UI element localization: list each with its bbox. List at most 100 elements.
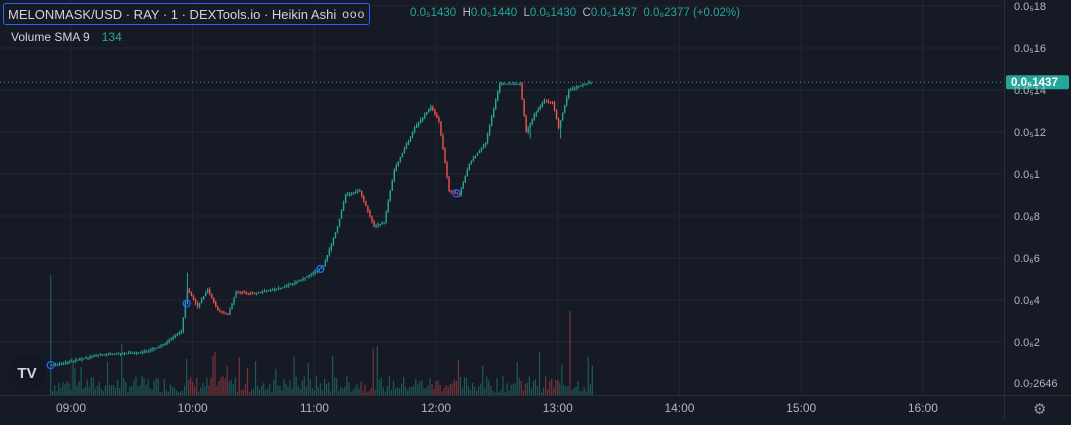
candle-body [95, 355, 97, 357]
candle-body [233, 297, 235, 304]
candle-body [105, 354, 107, 356]
volume-bar [206, 377, 208, 395]
symbol-legend[interactable]: MELONMASK/USD · RAY · 1 · DEXTools.io · … [3, 3, 371, 25]
volume-bar [376, 346, 378, 395]
candle-body [468, 163, 471, 170]
volume-bar [567, 386, 569, 395]
ohlc-readout: 0.0₅1430 H0.0₅1440 L0.0₅1430 C0.0₅1437 0… [410, 7, 740, 19]
candle-body [568, 90, 570, 98]
volume-label[interactable]: Volume SMA 9 [11, 30, 90, 44]
volume-bar [228, 381, 230, 395]
candle-body [138, 352, 140, 354]
volume-bar [62, 381, 64, 395]
candle-body [273, 289, 276, 291]
volume-bar [394, 388, 397, 395]
candle-body [282, 287, 284, 289]
volume-bar [129, 386, 131, 395]
symbol-title[interactable]: MELONMASK/USD · RAY · 1 · DEXTools.io · … [8, 6, 337, 22]
logo-text: TV [17, 364, 37, 382]
candle-body [432, 106, 434, 111]
x-tick-label: 13:00 [543, 401, 573, 415]
tradingview-logo[interactable]: TV [8, 354, 46, 392]
more-options-icon[interactable]: ooo [342, 7, 366, 21]
candle-body [75, 360, 77, 362]
volume-bar [153, 380, 155, 395]
candle-body [115, 353, 118, 355]
volume-bar [540, 392, 543, 395]
candle-body [198, 302, 201, 307]
y-tick-label: 0.0₇2646 [1014, 378, 1058, 390]
volume-bar [500, 389, 502, 395]
volume-bar [295, 376, 297, 395]
event-marker [46, 360, 55, 370]
volume-bar [86, 379, 88, 395]
candle-body [523, 99, 525, 116]
candle-body [570, 89, 572, 91]
volume-bar [429, 378, 431, 395]
volume-bar [117, 380, 119, 395]
volume-bar [411, 387, 413, 395]
volume-bar [532, 381, 535, 395]
volume-bar [346, 376, 348, 395]
volume-legend[interactable]: Volume SMA 9 134 [11, 30, 122, 44]
volume-bar [275, 368, 277, 395]
candle-body [178, 332, 180, 335]
candle-body [580, 85, 582, 87]
volume-bar [242, 389, 244, 395]
candle-body [397, 161, 400, 166]
gear-icon[interactable]: ⚙ [1033, 401, 1047, 418]
volume-bar [555, 379, 557, 395]
candle-body [296, 281, 298, 283]
volume-bar [413, 385, 415, 395]
candle-body [359, 190, 361, 192]
candle-body [267, 290, 270, 292]
candle-body [245, 292, 247, 294]
y-tick-label: 0.0₅16 [1014, 43, 1046, 55]
volume-bar [380, 377, 382, 395]
volume-bar [451, 383, 453, 395]
candle-body [474, 155, 477, 159]
candle-body [559, 120, 562, 128]
candle-body [484, 142, 487, 146]
volume-bar [285, 383, 287, 395]
volume-bar [102, 391, 105, 395]
candle-body [320, 267, 322, 269]
candle-body [69, 361, 71, 363]
volume-bar [528, 376, 530, 395]
volume-bar [425, 388, 427, 395]
candle-body [148, 349, 150, 351]
ohlc-high: 0.0₅1440 [470, 7, 518, 19]
candle-body [369, 211, 371, 217]
candle-body [515, 83, 517, 85]
volume-bar [190, 376, 192, 395]
volume-bar [514, 383, 516, 395]
volume-bar [585, 391, 587, 395]
volume-bar [56, 391, 58, 395]
volume-bar [273, 380, 275, 395]
volume-bar [538, 352, 541, 395]
volume-bar [467, 386, 470, 395]
volume-bar [84, 387, 86, 395]
candle-body [54, 364, 57, 366]
candle-body [399, 157, 402, 162]
candle-body [501, 83, 503, 85]
volume-bar [508, 390, 510, 395]
candle-body [539, 106, 542, 110]
volume-bar [368, 390, 370, 395]
candle-body [176, 334, 178, 336]
candle-body [563, 105, 566, 113]
volume-bar [581, 391, 583, 395]
volume-bar [82, 388, 84, 395]
volume-bar [321, 390, 324, 395]
volume-bar [445, 385, 447, 395]
current-price-label: 0.0₅1437 [1011, 77, 1058, 89]
y-tick-label: 0.0₅1 [1014, 169, 1040, 181]
volume-bar [342, 388, 344, 395]
candle-body [280, 287, 282, 289]
volume-bar [238, 356, 240, 395]
volume-bar [259, 389, 261, 395]
x-tick-label: 10:00 [178, 401, 208, 415]
candle-body [426, 112, 428, 115]
